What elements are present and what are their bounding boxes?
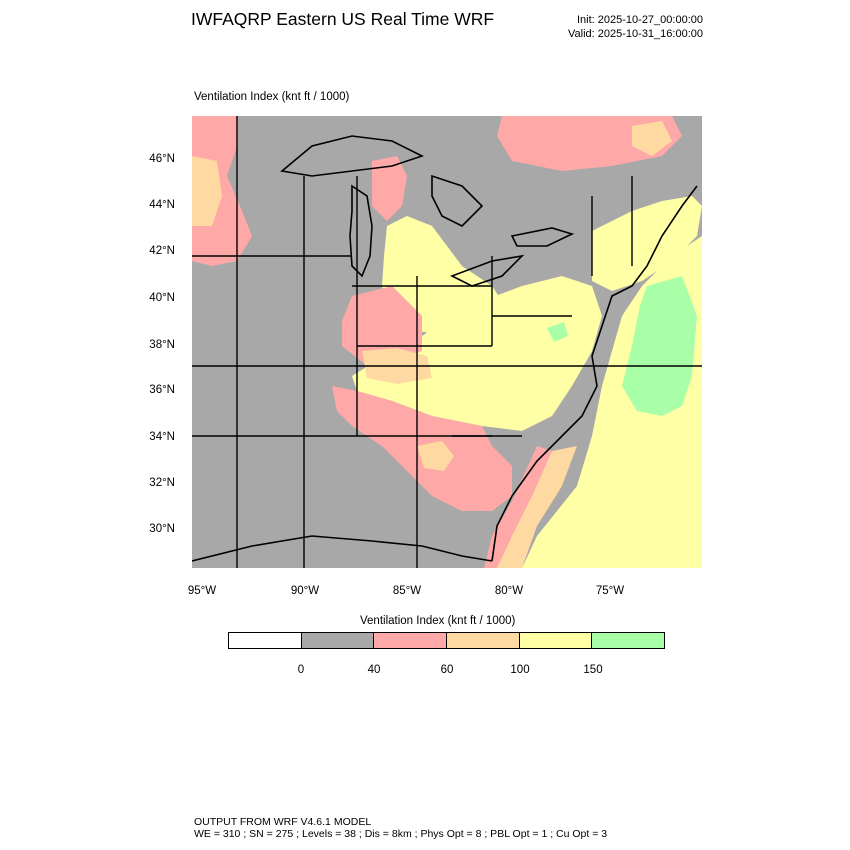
legend-tick-label: 100 xyxy=(510,664,530,676)
lon-label: 85°W xyxy=(392,585,422,597)
lat-label: 40°N xyxy=(149,292,175,304)
legend-tick-label: 60 xyxy=(440,664,454,676)
lake-superior-outline xyxy=(280,135,425,177)
map-panel xyxy=(192,116,702,568)
fill-region-orange xyxy=(192,156,222,226)
lake-erie-outline xyxy=(450,254,525,287)
init-time: Init: 2025-10-27_00:00:00 xyxy=(577,14,703,26)
plot-title: IWFAQRP Eastern US Real Time WRF xyxy=(191,9,495,29)
fill-region-yellow xyxy=(592,196,702,291)
lake-ontario-outline xyxy=(510,227,575,247)
fill-region-yellow xyxy=(382,216,512,336)
color-legend xyxy=(228,632,665,649)
lat-label: 44°N xyxy=(149,199,175,211)
state-boundaries xyxy=(192,116,702,568)
fill-region-pink xyxy=(372,156,407,221)
legend-tick-label: 0 xyxy=(297,664,305,676)
lake-michigan-outline xyxy=(349,184,373,278)
model-info: OUTPUT FROM WRF V4.6.1 MODEL xyxy=(194,816,372,828)
fill-region-green xyxy=(622,276,697,416)
lon-label: 80°W xyxy=(494,585,524,597)
lon-label: 75°W xyxy=(595,585,625,597)
lat-label: 32°N xyxy=(149,477,175,489)
ventilation-index-map xyxy=(192,116,702,568)
lat-label: 38°N xyxy=(149,339,175,351)
field-title: Ventilation Index (knt ft / 1000) xyxy=(194,91,350,103)
fill-region-green xyxy=(547,322,568,342)
legend-color-box xyxy=(592,633,665,648)
lat-label: 42°N xyxy=(149,245,175,257)
lake-huron-outline xyxy=(431,174,484,227)
lon-label: 95°W xyxy=(187,585,217,597)
legend-color-box xyxy=(229,633,302,648)
lat-label: 36°N xyxy=(149,384,175,396)
atlantic-coast-outline xyxy=(491,185,698,562)
fill-region-orange xyxy=(632,121,672,156)
lat-label: 34°N xyxy=(149,431,175,443)
legend-color-box xyxy=(374,633,448,648)
legend-tick-label: 150 xyxy=(583,664,603,676)
legend-tick-label: 40 xyxy=(367,664,381,676)
fill-region-orange xyxy=(497,446,577,568)
fill-region-pink xyxy=(484,446,552,568)
model-config: WE = 310 ; SN = 275 ; Levels = 38 ; Dis … xyxy=(194,828,608,840)
fill-region-yellow xyxy=(352,276,602,431)
gulf-coast-outline xyxy=(192,535,493,562)
lon-label: 90°W xyxy=(290,585,320,597)
lat-label: 46°N xyxy=(149,153,175,165)
coastline-layer xyxy=(192,135,698,562)
lat-label: 30°N xyxy=(149,523,175,535)
valid-time: Valid: 2025-10-31_16:00:00 xyxy=(568,28,703,40)
legend-color-box xyxy=(447,633,520,648)
legend-title: Ventilation Index (knt ft / 1000) xyxy=(360,615,516,627)
legend-color-box xyxy=(519,633,593,648)
legend-color-box xyxy=(301,633,375,648)
fill-region-orange xyxy=(417,441,454,471)
